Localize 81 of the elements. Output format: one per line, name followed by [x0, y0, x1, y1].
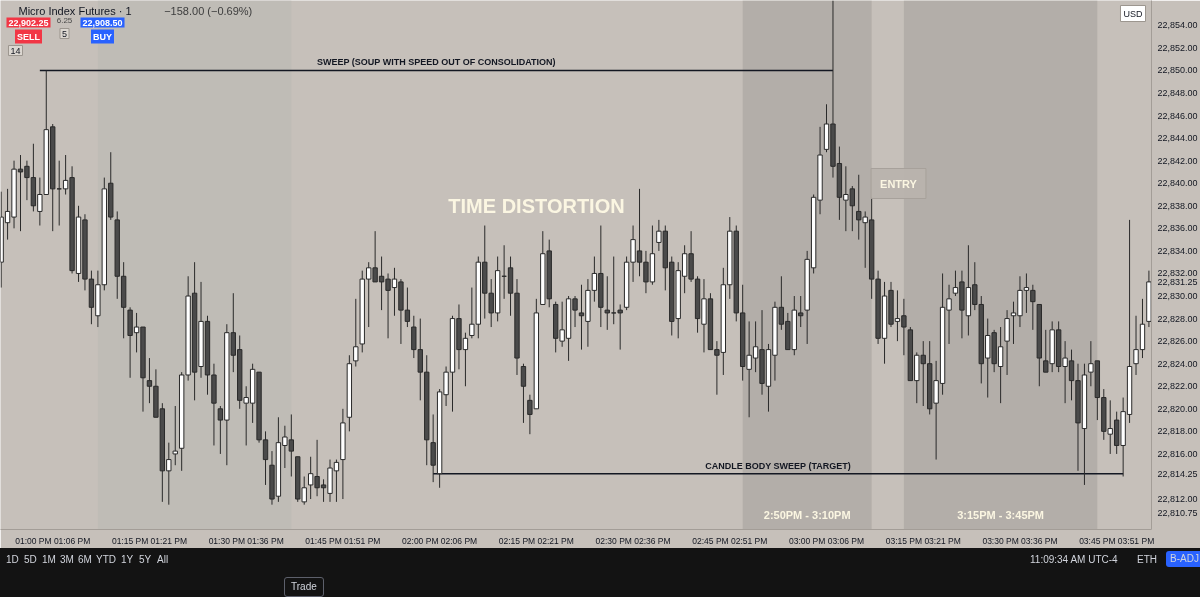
y-tick-label: 22,810.75 — [1157, 508, 1198, 519]
annotation: 6.25 — [56, 15, 73, 25]
annotation: 14 — [10, 45, 21, 56]
y-tick-label: 22,852.00 — [1157, 42, 1198, 53]
y-tick-label: 22,848.00 — [1157, 87, 1198, 98]
y-tick-label: 22,850.00 — [1157, 65, 1198, 76]
x-tick-label: 01:06 PM — [53, 535, 91, 546]
text: 1D — [6, 553, 19, 567]
x-tick-label: 02:51 PM — [730, 535, 768, 546]
text: YTD — [96, 553, 116, 567]
x-tick-label: 02:00 PM — [402, 535, 439, 546]
x-tick-label: 02:45 PM — [692, 535, 729, 546]
y-tick-label: 22,818.00 — [1157, 426, 1198, 437]
x-tick-label: 01:51 PM — [344, 535, 381, 546]
x-tick-label: 03:36 PM — [1021, 535, 1058, 546]
text: 1Y — [121, 553, 134, 567]
x-tick-label: 03:00 PM — [788, 535, 826, 546]
x-tick-label: 03:45 PM — [1079, 535, 1116, 546]
y-tick-label: 22,834.00 — [1157, 245, 1198, 256]
annotation: 22,908.50 — [82, 17, 123, 28]
x-tick-label: 01:21 PM — [150, 535, 187, 546]
text: 6M — [78, 553, 92, 567]
y-tick-label: 22,812.00 — [1157, 494, 1198, 505]
annotation: SELL — [17, 31, 41, 42]
text: Trade — [284, 577, 324, 597]
annotation: BUY — [93, 31, 113, 42]
candlestick — [353, 298, 359, 368]
text: ETH — [1137, 553, 1157, 567]
annotation: ENTRY — [880, 177, 918, 190]
annotation: USD — [1123, 8, 1143, 19]
series-label: CANDLE BODY SWEEP (TARGET) — [705, 460, 851, 471]
x-tick-label: 03:06 PM — [827, 535, 865, 546]
y-tick-label: 22,836.00 — [1157, 223, 1198, 234]
text: All — [157, 553, 169, 567]
x-tick-label: 02:06 PM — [440, 535, 478, 546]
y-tick-label: 22,831.25 — [1157, 276, 1198, 287]
y-tick-label: 22,824.00 — [1157, 358, 1198, 369]
y-tick-label: 22,854.00 — [1157, 20, 1198, 31]
candlestick — [1004, 309, 1010, 376]
y-tick-label: 22,822.00 — [1157, 381, 1198, 392]
y-tick-label: 22,826.00 — [1157, 336, 1198, 347]
text: B-ADJ — [1166, 551, 1200, 568]
y-tick-label: 22,842.00 — [1157, 155, 1198, 166]
y-tick-label: 22,840.00 — [1157, 178, 1198, 189]
candlestick — [172, 405, 178, 466]
x-tick-label: 03:51 PM — [1117, 535, 1155, 546]
annotation: 5 — [62, 28, 68, 39]
x-tick-label: 03:21 PM — [924, 535, 961, 546]
annotation: 22,902.25 — [8, 17, 49, 28]
y-tick-label: 22,846.00 — [1157, 110, 1198, 121]
band-label: 2:50PM - 3:10PM — [763, 508, 851, 521]
text: 5Y — [139, 553, 152, 567]
x-tick-label: 01:36 PM — [247, 535, 284, 546]
chart-title: Micro Index Futures · 1 — [18, 4, 132, 17]
y-tick-label: 22,820.00 — [1157, 403, 1198, 414]
x-tick-label: 01:00 PM — [15, 535, 52, 546]
x-tick-label: 03:15 PM — [885, 535, 923, 546]
x-tick-label: 02:21 PM — [537, 535, 574, 546]
x-tick-label: 03:30 PM — [982, 535, 1019, 546]
y-tick-label: 22,832.00 — [1157, 268, 1198, 279]
x-tick-label: 02:30 PM — [595, 535, 632, 546]
text: 11:09:34 AM UTC-4 — [1030, 553, 1118, 567]
candlestick — [520, 363, 527, 424]
y-tick-label: 22,814.25 — [1157, 468, 1198, 479]
candlestick — [604, 275, 610, 331]
x-tick-label: 01:30 PM — [208, 535, 246, 546]
text: 5D — [24, 553, 37, 567]
y-tick-label: 22,828.00 — [1157, 313, 1198, 324]
x-tick-label: 01:15 PM — [111, 535, 149, 546]
band-label: 3:15PM - 3:45PM — [957, 508, 1045, 521]
y-tick-label: 22,830.00 — [1157, 291, 1198, 302]
y-tick-label: 22,844.00 — [1157, 133, 1198, 144]
x-tick-label: 02:15 PM — [498, 535, 536, 546]
text: 3M — [60, 553, 74, 567]
y-tick-label: 22,838.00 — [1157, 200, 1198, 211]
x-tick-label: 01:45 PM — [305, 535, 342, 546]
y-tick-label: 22,816.00 — [1157, 448, 1198, 459]
series-label: SWEEP (SOUP WITH SPEED OUT OF CONSOLIDATION) — [316, 57, 556, 68]
chart-subtitle: −158.00 (−0.69%) — [164, 4, 253, 17]
x-tick-label: 02:36 PM — [634, 535, 671, 546]
text: 1M — [42, 553, 56, 567]
